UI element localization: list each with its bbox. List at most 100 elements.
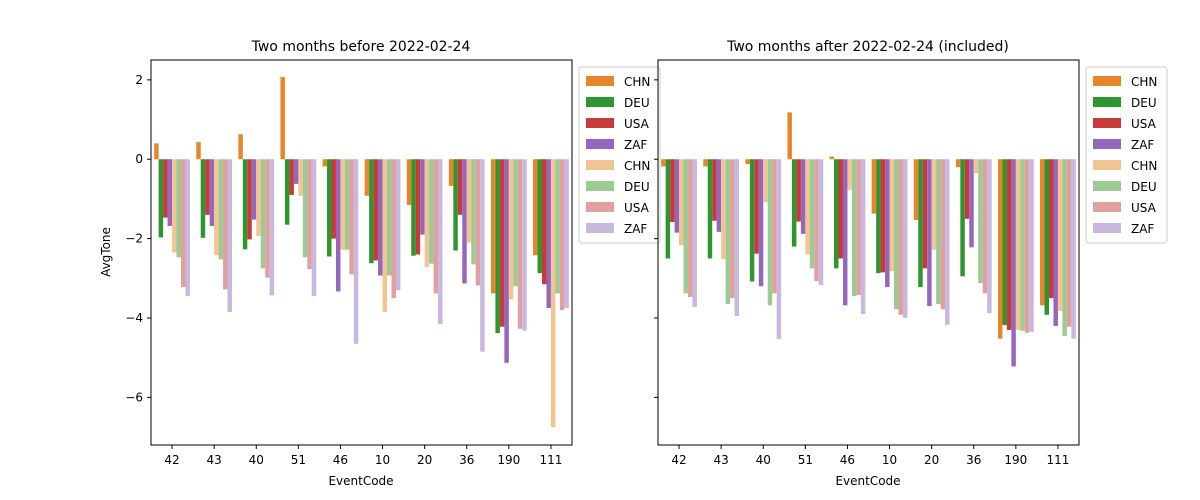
bar-usa-43 — [730, 159, 735, 299]
y-axis-label: AvgTone — [99, 227, 113, 277]
y-axis-ticks: 2 0 −2 −4 −6 — [125, 73, 151, 404]
bar-chn-36 — [448, 159, 454, 186]
bar-usa-10 — [880, 159, 886, 273]
x-tick-label: 40 — [756, 453, 771, 467]
bar-deu-43 — [218, 159, 224, 260]
legend-label-chn: CHN — [624, 75, 650, 89]
panel-after: Two months after 2022-02-24 (included) 4… — [654, 39, 1168, 488]
bar-usa-42 — [163, 159, 168, 218]
bar-zaf-190 — [1011, 159, 1016, 367]
y-tick-label: 0 — [135, 152, 143, 166]
bar-chn-40 — [763, 159, 768, 203]
bar-deu-46 — [834, 159, 839, 269]
legend-swatch-zaf — [1093, 223, 1121, 233]
bar-usa-10 — [898, 159, 903, 315]
bar-zaf-20 — [420, 159, 425, 235]
legend-swatch-chn — [586, 160, 614, 170]
bar-chn-190 — [1015, 159, 1021, 330]
bar-deu-36 — [960, 159, 965, 277]
bar-usa-10 — [391, 159, 396, 299]
legend-swatch-deu — [1093, 97, 1121, 107]
bar-usa-42 — [688, 159, 693, 297]
bar-deu-10 — [894, 159, 899, 310]
bar-chn-51 — [805, 159, 810, 255]
x-axis-label: EventCode — [328, 474, 393, 488]
bar-chn-36 — [955, 159, 961, 168]
legend-swatch-zaf — [586, 139, 614, 149]
panel-before: Two months before 2022-02-24 42 43 40 51 46 1… — [99, 39, 661, 488]
bar-zaf-42 — [167, 159, 173, 226]
bar-zaf-20 — [438, 159, 443, 324]
bar-chn-10 — [889, 159, 895, 272]
bar-deu-42 — [158, 159, 164, 238]
axes-frame — [150, 59, 573, 446]
legend-label-deu: DEU — [1131, 180, 1157, 194]
y-tick-label: −6 — [125, 390, 143, 404]
bar-group — [154, 77, 569, 428]
bar-deu-43 — [725, 159, 731, 305]
x-tick-label: 111 — [1046, 453, 1069, 467]
legend-swatch-deu — [586, 181, 614, 191]
bar-deu-190 — [495, 159, 500, 334]
bar-chn-51 — [787, 112, 792, 160]
bar-zaf-40 — [269, 159, 275, 296]
bar-zaf-43 — [209, 159, 215, 226]
y-tick-label: −2 — [125, 232, 143, 246]
bar-chn-111 — [550, 159, 556, 428]
bar-chn-42 — [154, 143, 159, 160]
bar-deu-51 — [302, 159, 308, 258]
bar-zaf-51 — [311, 159, 317, 297]
bar-zaf-36 — [969, 159, 974, 248]
legend-swatch-zaf — [1093, 139, 1121, 149]
bar-chn-42 — [661, 159, 666, 167]
bar-zaf-40 — [251, 159, 257, 220]
bar-deu-111 — [1062, 159, 1067, 336]
bar-deu-111 — [537, 159, 542, 274]
bar-usa-111 — [559, 159, 565, 311]
bar-zaf-42 — [674, 159, 680, 233]
legend-label-usa: USA — [624, 201, 650, 215]
legend-swatch-chn — [1093, 76, 1121, 86]
legend-swatch-chn — [1093, 160, 1121, 170]
legend-frame — [578, 66, 661, 244]
legend[interactable]: CHN DEU USA ZAF CHN DEU USA ZAF — [578, 66, 661, 244]
bar-group — [661, 112, 1076, 367]
bar-zaf-10 — [378, 159, 383, 276]
bar-chn-46 — [829, 156, 835, 160]
x-tick-label: 43 — [714, 453, 729, 467]
bar-usa-190 — [499, 159, 505, 327]
legend-label-usa: USA — [1131, 117, 1157, 131]
bar-zaf-43 — [716, 159, 722, 232]
bar-zaf-51 — [818, 159, 824, 286]
bar-deu-46 — [851, 159, 857, 297]
bar-zaf-190 — [1029, 159, 1034, 332]
y-axis-ticks — [654, 79, 658, 398]
bar-usa-51 — [307, 159, 312, 270]
bar-deu-40 — [767, 159, 773, 306]
bar-usa-42 — [670, 159, 675, 222]
bar-chn-20 — [424, 159, 430, 268]
bar-zaf-36 — [987, 159, 992, 314]
bar-usa-36 — [457, 159, 463, 215]
bar-chn-40 — [256, 159, 261, 236]
bar-zaf-111 — [564, 159, 569, 309]
bar-zaf-51 — [293, 159, 299, 184]
bar-usa-10 — [373, 159, 379, 261]
bar-zaf-46 — [860, 159, 866, 315]
bar-chn-20 — [406, 159, 412, 205]
panel-title: Two months after 2022-02-24 (included) — [726, 39, 1009, 55]
bar-chn-36 — [466, 159, 472, 243]
bar-zaf-111 — [546, 159, 551, 309]
bar-chn-42 — [679, 159, 684, 246]
bar-usa-46 — [349, 159, 354, 275]
bar-chn-190 — [490, 159, 496, 294]
x-axis-ticks: 42 43 40 51 46 10 20 36 190 111 — [164, 445, 562, 467]
legend[interactable]: CHN DEU USA ZAF CHN DEU USA ZAF — [1085, 66, 1168, 244]
bar-chn-43 — [721, 159, 726, 260]
bar-usa-40 — [754, 159, 759, 254]
legend-label-deu: DEU — [624, 180, 650, 194]
bar-usa-190 — [517, 159, 523, 329]
legend-label-usa: USA — [624, 117, 650, 131]
bar-usa-42 — [181, 159, 186, 288]
bar-usa-20 — [415, 159, 421, 255]
